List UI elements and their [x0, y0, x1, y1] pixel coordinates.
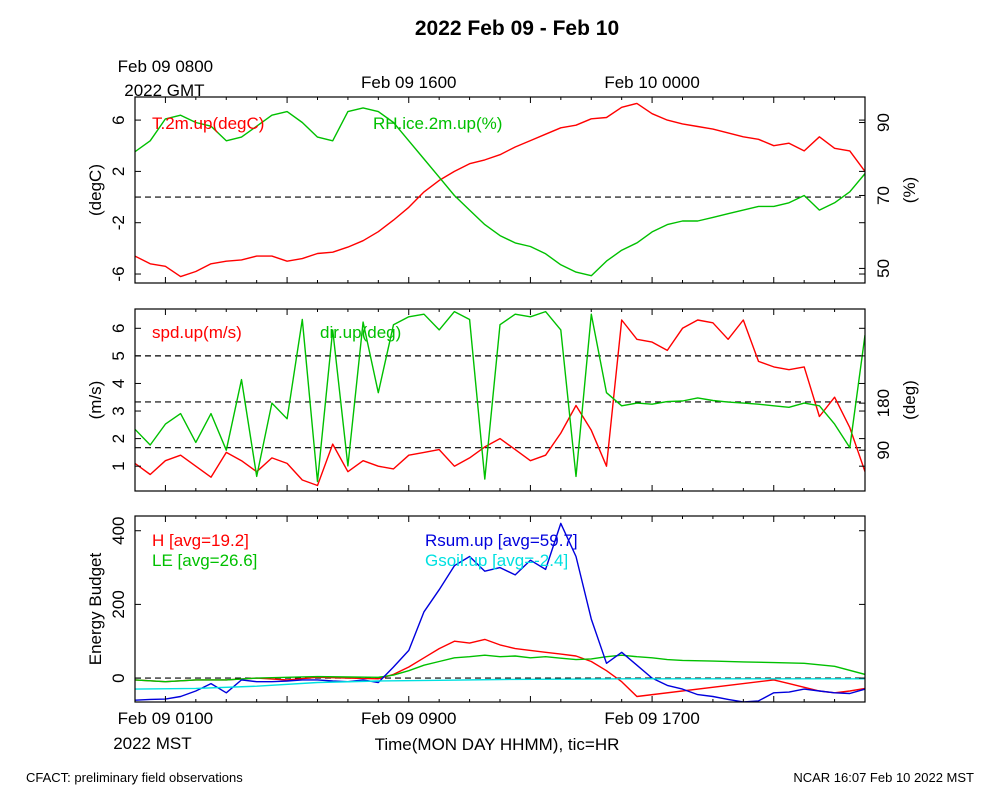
- y-tick-label: 200: [109, 590, 128, 618]
- x-axis-label: Time(MON DAY HHMM), tic=HR: [375, 735, 620, 754]
- legend-entry: dir.up(deg): [320, 323, 401, 342]
- y2-tick-label: 50: [874, 259, 893, 278]
- top-time-label: Feb 10 0000: [604, 73, 699, 92]
- y-tick-label: 5: [109, 351, 128, 360]
- legend-entry: LE [avg=26.6]: [152, 551, 257, 570]
- series-line: [135, 102, 865, 278]
- series-line: [135, 107, 865, 277]
- y-tick-label: 4: [109, 379, 128, 388]
- y-tick-label: 6: [109, 115, 128, 124]
- footer-right: NCAR 16:07 Feb 10 2022 MST: [793, 770, 974, 785]
- series-line: [135, 638, 865, 698]
- y-axis-label: (degC): [86, 164, 105, 216]
- bottom-time-label: Feb 09 0900: [361, 709, 456, 728]
- temperature-humidity-panel: -6 -2 2 6 50 70 90 (degC) (%) T.2m.up(degC) RH.ice…: [86, 96, 919, 284]
- y2-tick-label: 90: [874, 113, 893, 132]
- y2-axis-label: (%): [900, 177, 919, 203]
- y-tick-label: 2: [109, 167, 128, 176]
- y2-tick-label: 70: [874, 186, 893, 205]
- y-tick-label: 0: [109, 673, 128, 682]
- y-tick-label: 2: [109, 434, 128, 443]
- y-axis-label: Energy Budget: [86, 552, 105, 665]
- legend-entry: spd.up(m/s): [152, 323, 242, 342]
- top-time-sublabel: 2022 GMT: [124, 81, 204, 100]
- y-tick-label: 6: [109, 324, 128, 333]
- chart-title: 2022 Feb 09 - Feb 10: [415, 17, 619, 40]
- y-axis-label: (m/s): [86, 381, 105, 420]
- footer-left: CFACT: preliminary field observations: [26, 770, 243, 785]
- top-time-label: Feb 09 1600: [361, 73, 456, 92]
- series-line: [135, 654, 865, 683]
- legend-entry: T.2m.up(degC): [152, 114, 264, 133]
- top-time-label: Feb 09 0800: [118, 57, 213, 76]
- bottom-time-label: Feb 09 0100: [118, 709, 213, 728]
- bottom-time-sublabel: 2022 MST: [113, 734, 191, 753]
- series-line: [135, 522, 865, 702]
- legend-entry: H [avg=19.2]: [152, 531, 249, 550]
- top-time-axis: Feb 09 0800 2022 GMT Feb 09 1600 Feb 10 000…: [118, 57, 700, 100]
- y-tick-label: 1: [109, 461, 128, 470]
- series-line: [135, 678, 865, 690]
- y2-tick-label: 90: [874, 441, 893, 460]
- y-tick-label: -6: [109, 266, 128, 281]
- series-line: [135, 319, 865, 487]
- wind-panel: 1 2 3 4 5 6 90 180 (m/s) (deg) spd.up(m/s) dir.up(d…: [86, 308, 919, 492]
- bottom-time-label: Feb 09 1700: [604, 709, 699, 728]
- legend-entry: RH.ice.2m.up(%): [373, 114, 502, 133]
- bottom-time-axis: Feb 09 0100 2022 MST Feb 09 0900 Feb 09 170…: [113, 709, 700, 753]
- y-tick-label: 3: [109, 406, 128, 415]
- y2-axis-label: (deg): [900, 380, 919, 420]
- y-tick-label: -2: [109, 215, 128, 230]
- series-line: [135, 310, 865, 483]
- legend-entry: Gsoil.up [avg=-2.4]: [425, 551, 568, 570]
- y-tick-label: 400: [109, 517, 128, 545]
- y2-tick-label: 180: [874, 389, 893, 417]
- legend-entry: Rsum.up [avg=59.7]: [425, 531, 578, 550]
